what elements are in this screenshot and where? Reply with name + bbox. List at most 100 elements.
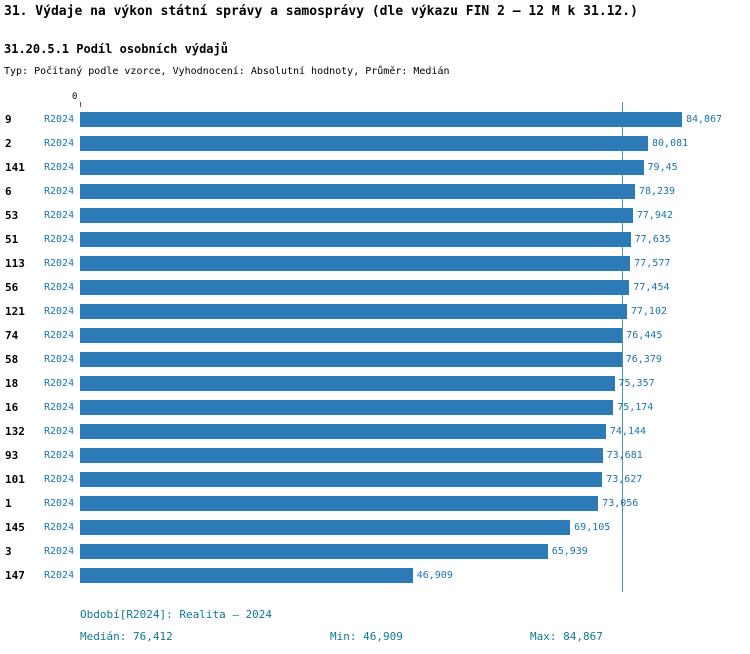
value-bar[interactable] <box>80 424 606 439</box>
value-bar[interactable] <box>80 352 622 367</box>
value-bar[interactable] <box>80 448 603 463</box>
row-category-label: 74 <box>5 329 19 342</box>
chart-meta-info: Typ: Počítaný podle vzorce, Vyhodnocení:… <box>4 66 450 77</box>
row-series-label[interactable]: R2024 <box>44 546 75 557</box>
value-bar[interactable] <box>80 400 614 415</box>
bar-track: 73,056 <box>80 496 690 511</box>
row-series-label[interactable]: R2024 <box>44 186 75 197</box>
bar-track: 77,635 <box>80 232 690 247</box>
chart-row: 3 R2024 65,939 <box>0 540 750 564</box>
bar-value-label: 77,942 <box>636 210 673 221</box>
bar-value-label: 73,627 <box>606 474 643 485</box>
bar-track: 77,454 <box>80 280 690 295</box>
row-series-label[interactable]: R2024 <box>44 210 75 221</box>
value-bar[interactable] <box>80 112 682 127</box>
chart-row: 56 R2024 77,454 <box>0 276 750 300</box>
value-bar[interactable] <box>80 520 571 535</box>
bar-value-label: 74,144 <box>609 426 647 437</box>
chart-row: 132 R2024 74,144 <box>0 420 750 444</box>
row-category-label: 2 <box>5 137 12 150</box>
row-series-label[interactable]: R2024 <box>44 378 75 389</box>
row-series-label[interactable]: R2024 <box>44 234 75 245</box>
value-bar[interactable] <box>80 544 548 559</box>
row-series-label[interactable]: R2024 <box>44 114 75 125</box>
bar-value-label: 78,239 <box>638 186 676 197</box>
axis-zero-tick <box>80 102 81 107</box>
bar-track: 65,939 <box>80 544 690 559</box>
value-bar[interactable] <box>80 160 644 175</box>
bar-track: 73,681 <box>80 448 690 463</box>
bar-track: 75,174 <box>80 400 690 415</box>
row-category-label: 101 <box>5 473 25 486</box>
bar-track: 76,445 <box>80 328 690 343</box>
value-bar[interactable] <box>80 376 615 391</box>
value-bar[interactable] <box>80 328 623 343</box>
bar-value-label: 76,379 <box>625 354 662 365</box>
row-series-label[interactable]: R2024 <box>44 282 75 293</box>
bar-track: 76,379 <box>80 352 690 367</box>
value-bar[interactable] <box>80 496 599 511</box>
footer-median-label: Medián: 76,412 <box>80 630 173 643</box>
value-bar[interactable] <box>80 280 630 295</box>
bar-track: 46,909 <box>80 568 690 583</box>
bar-track: 84,867 <box>80 112 722 127</box>
chart-row: 6 R2024 78,239 <box>0 180 750 204</box>
row-series-label[interactable]: R2024 <box>44 474 75 485</box>
footer-max-label: Max: 84,867 <box>530 630 603 643</box>
value-bar[interactable] <box>80 208 633 223</box>
bar-track: 73,627 <box>80 472 690 487</box>
row-series-label[interactable]: R2024 <box>44 258 75 269</box>
chart-row: 9 R2024 84,867 <box>0 108 750 132</box>
chart-row: 58 R2024 76,379 <box>0 348 750 372</box>
row-category-label: 51 <box>5 233 19 246</box>
bar-value-label: 73,056 <box>602 498 639 509</box>
chart-row: 74 R2024 76,445 <box>0 324 750 348</box>
bar-value-label: 75,174 <box>617 402 654 413</box>
row-series-label[interactable]: R2024 <box>44 138 75 149</box>
value-bar[interactable] <box>80 256 631 271</box>
row-category-label: 53 <box>5 209 19 222</box>
row-series-label[interactable]: R2024 <box>44 570 75 581</box>
bar-track: 79,45 <box>80 160 690 175</box>
value-bar[interactable] <box>80 184 635 199</box>
row-series-label[interactable]: R2024 <box>44 354 75 365</box>
row-category-label: 18 <box>5 377 19 390</box>
value-bar[interactable] <box>80 232 631 247</box>
bar-track: 69,105 <box>80 520 690 535</box>
bar-value-label: 46,909 <box>416 570 453 581</box>
row-series-label[interactable]: R2024 <box>44 426 75 437</box>
bar-value-label: 76,445 <box>626 330 663 341</box>
row-series-label[interactable]: R2024 <box>44 498 75 509</box>
chart-row: 18 R2024 75,357 <box>0 372 750 396</box>
axis-zero-label: 0 <box>72 92 78 102</box>
bar-value-label: 69,105 <box>574 522 611 533</box>
chart-row: 101 R2024 73,627 <box>0 468 750 492</box>
row-category-label: 121 <box>5 305 25 318</box>
row-series-label[interactable]: R2024 <box>44 330 75 341</box>
row-series-label[interactable]: R2024 <box>44 402 75 413</box>
row-category-label: 1 <box>5 497 12 510</box>
footer-stats: Medián: 76,412 Min: 46,909 Max: 84,867 <box>0 630 750 648</box>
row-series-label[interactable]: R2024 <box>44 162 75 173</box>
bar-value-label: 73,681 <box>606 450 643 461</box>
bar-value-label: 77,102 <box>630 306 667 317</box>
bar-track: 75,357 <box>80 376 690 391</box>
row-series-label[interactable]: R2024 <box>44 522 75 533</box>
bar-value-label: 77,454 <box>633 282 670 293</box>
row-series-label[interactable]: R2024 <box>44 450 75 461</box>
row-series-label[interactable]: R2024 <box>44 306 75 317</box>
row-category-label: 147 <box>5 569 25 582</box>
value-bar[interactable] <box>80 472 603 487</box>
value-bar[interactable] <box>80 568 413 583</box>
row-category-label: 3 <box>5 545 12 558</box>
bar-value-label: 77,577 <box>634 258 671 269</box>
row-category-label: 16 <box>5 401 19 414</box>
value-bar[interactable] <box>80 136 649 151</box>
row-category-label: 93 <box>5 449 19 462</box>
bar-value-label: 75,357 <box>618 378 655 389</box>
chart-row: 51 R2024 77,635 <box>0 228 750 252</box>
value-bar[interactable] <box>80 304 627 319</box>
bar-value-label: 65,939 <box>551 546 588 557</box>
chart-row: 141 R2024 79,45 <box>0 156 750 180</box>
